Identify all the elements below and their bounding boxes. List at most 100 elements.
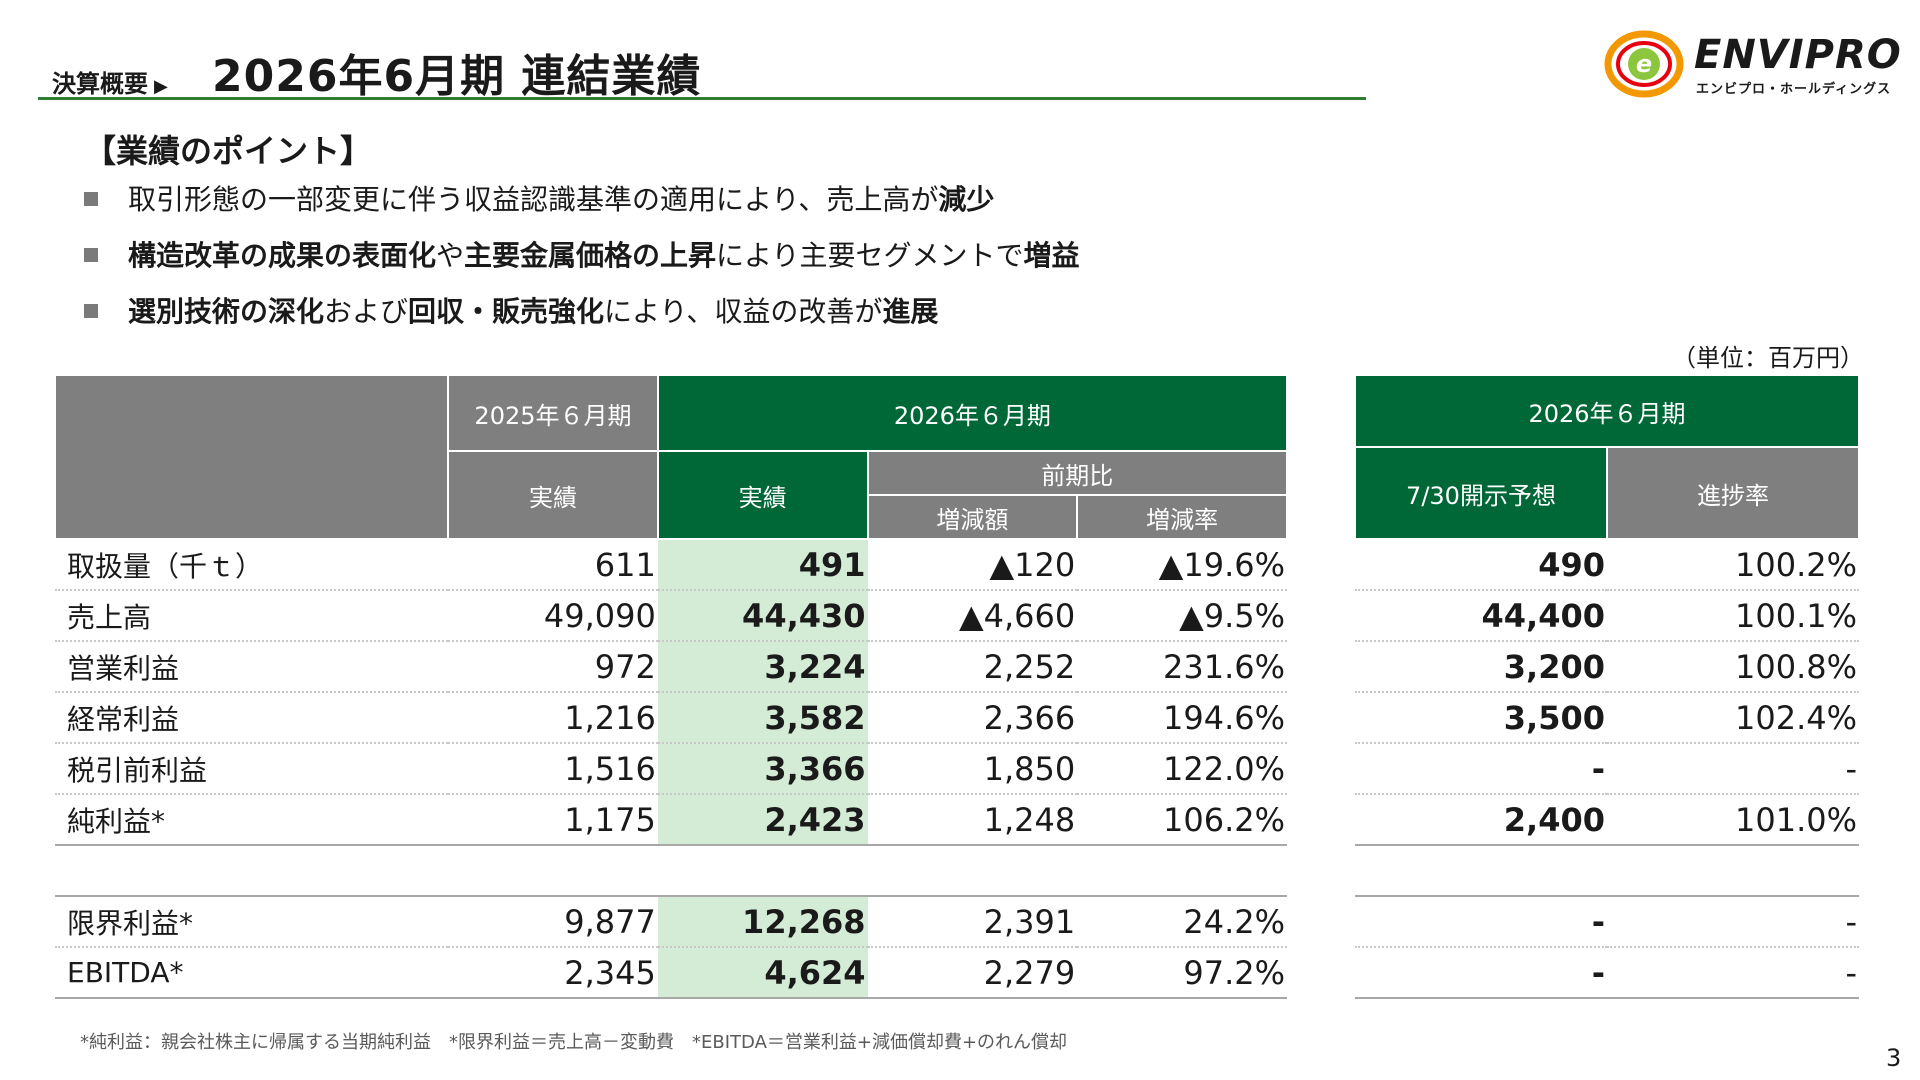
bullet-square-icon: [84, 248, 98, 262]
cell-prev: 49,090: [448, 590, 658, 642]
table-row: 営業利益 972 3,224 2,252 231.6%: [55, 641, 1287, 693]
cell-rate: 122.0%: [1077, 743, 1287, 795]
point-text: 取引形態の一部変更に伴う収益認識基準の適用により、売上高が: [128, 183, 939, 216]
point-text: により、収益の改善が: [604, 295, 883, 328]
cell-prev: 9,877: [448, 896, 658, 948]
bullet-square-icon: [84, 192, 98, 206]
header-fy2025: 2025年６月期: [447, 374, 659, 452]
row-label: 税引前利益: [55, 743, 449, 795]
table-row: - -: [1355, 947, 1859, 999]
row-label: 経常利益: [55, 692, 449, 744]
cell-forecast: 3,500: [1355, 692, 1607, 744]
cell-progress: 101.0%: [1607, 794, 1859, 846]
point-emphasis: 選別技術の深化: [128, 295, 325, 328]
row-label: 売上高: [55, 590, 449, 642]
cell-forecast: 2,400: [1355, 794, 1607, 846]
row-label: EBITDA*: [55, 947, 449, 999]
cell-diff: 1,850: [867, 743, 1078, 795]
point-emphasis: 主要金属価格の上昇: [464, 239, 717, 272]
cell-curr: 4,624: [657, 947, 868, 999]
forecast-table: 2026年６月期 7/30開示予想 進捗率 490 100.2% 44,400 …: [1354, 374, 1860, 999]
list-item: 選別技術の深化および回収・販売強化により、収益の改善が進展: [84, 292, 1080, 348]
header-change-amount: 増減額: [866, 494, 1079, 540]
cell-rate: 231.6%: [1077, 641, 1287, 693]
page-number: 3: [1886, 1044, 1902, 1072]
cell-rate: 97.2%: [1077, 947, 1287, 999]
point-text: により主要セグメントで: [716, 239, 1024, 272]
footnote: *純利益：親会社株主に帰属する当期純利益 *限界利益＝売上高－変動費 *EBIT…: [80, 1032, 1068, 1053]
slide-header: 決算概要 ▶ 2026年6月期 連結業績: [38, 36, 1366, 102]
table-row: - -: [1355, 896, 1859, 948]
cell-rate: 106.2%: [1077, 794, 1287, 846]
list-item: 構造改革の成果の表面化や主要金属価格の上昇により主要セグメントで増益: [84, 236, 1080, 292]
header-change-rate: 増減率: [1076, 494, 1288, 540]
cell-progress: 100.8%: [1607, 641, 1859, 693]
table-row: 3,500 102.4%: [1355, 692, 1859, 744]
cell-diff: 2,252: [867, 641, 1078, 693]
table-row: 44,400 100.1%: [1355, 590, 1859, 642]
cell-rate: ▲19.6%: [1077, 539, 1287, 591]
cell-prev: 972: [448, 641, 658, 693]
table-row: 限界利益* 9,877 12,268 2,391 24.2%: [55, 896, 1287, 948]
point-emphasis: 増益: [1023, 239, 1080, 272]
cell-rate: 24.2%: [1077, 896, 1287, 948]
cell-prev: 1,516: [448, 743, 658, 795]
cell-progress: 102.4%: [1607, 692, 1859, 744]
page-title: 2026年6月期 連結業績: [212, 51, 702, 102]
table-spacer-row: [1355, 845, 1859, 897]
table-row: 2,400 101.0%: [1355, 794, 1859, 846]
logo-wordmark: ENVIPRO: [1694, 32, 1902, 78]
points-heading: 【業績のポイント】: [84, 132, 373, 170]
header-yoy: 前期比: [866, 450, 1289, 496]
table-row: 490 100.2%: [1355, 539, 1859, 591]
point-emphasis: 進展: [882, 295, 939, 328]
table-row: - -: [1355, 743, 1859, 795]
unit-label: （単位：百万円）: [1672, 344, 1864, 372]
cell-curr: 12,268: [657, 896, 868, 948]
cell-prev: 1,175: [448, 794, 658, 846]
header-fy2026: 2026年６月期: [656, 374, 1289, 452]
table-row: 経常利益 1,216 3,582 2,366 194.6%: [55, 692, 1287, 744]
row-label: 取扱量（千ｔ）: [55, 539, 449, 591]
cell-rate: 194.6%: [1077, 692, 1287, 744]
cell-curr: 3,224: [657, 641, 868, 693]
cell-forecast: 44,400: [1355, 590, 1607, 642]
header-blank: [53, 374, 450, 540]
row-label: 純利益*: [55, 794, 449, 846]
point-text: および: [324, 295, 409, 328]
cell-diff: 2,366: [867, 692, 1078, 744]
cell-progress: -: [1607, 896, 1859, 948]
cell-diff: ▲4,660: [867, 590, 1078, 642]
bullet-square-icon: [84, 304, 98, 318]
cell-curr: 3,366: [657, 743, 868, 795]
cell-progress: 100.1%: [1607, 590, 1859, 642]
cell-diff: 2,279: [867, 947, 1078, 999]
cell-forecast: -: [1355, 896, 1607, 948]
cell-curr: 2,423: [657, 794, 868, 846]
envipro-logo-icon: e: [1604, 30, 1684, 98]
cell-forecast: -: [1355, 743, 1607, 795]
cell-forecast: -: [1355, 947, 1607, 999]
header-fy2026-forecast: 2026年６月期: [1354, 374, 1860, 448]
breadcrumb-label: 決算概要: [52, 70, 148, 98]
cell-curr: 491: [657, 539, 868, 591]
point-emphasis: 減少: [938, 183, 995, 216]
row-label: 営業利益: [55, 641, 449, 693]
cell-diff: 2,391: [867, 896, 1078, 948]
cell-diff: ▲120: [867, 539, 1078, 591]
table-row: EBITDA* 2,345 4,624 2,279 97.2%: [55, 947, 1287, 999]
breadcrumb: 決算概要 ▶: [52, 64, 168, 99]
cell-prev: 611: [448, 539, 658, 591]
cell-diff: 1,248: [867, 794, 1078, 846]
cell-curr: 3,582: [657, 692, 868, 744]
cell-curr: 44,430: [657, 590, 868, 642]
point-emphasis: 構造改革の成果の表面化: [128, 239, 437, 272]
header-actual-2025: 実績: [447, 450, 659, 540]
row-label: 限界利益*: [55, 896, 449, 948]
cell-prev: 1,216: [448, 692, 658, 744]
point-emphasis: 回収・販売強化: [408, 295, 605, 328]
table-spacer-row: [55, 845, 1287, 897]
cell-prev: 2,345: [448, 947, 658, 999]
header-actual-2026: 実績: [656, 450, 869, 540]
svg-text:e: e: [1636, 50, 1652, 78]
